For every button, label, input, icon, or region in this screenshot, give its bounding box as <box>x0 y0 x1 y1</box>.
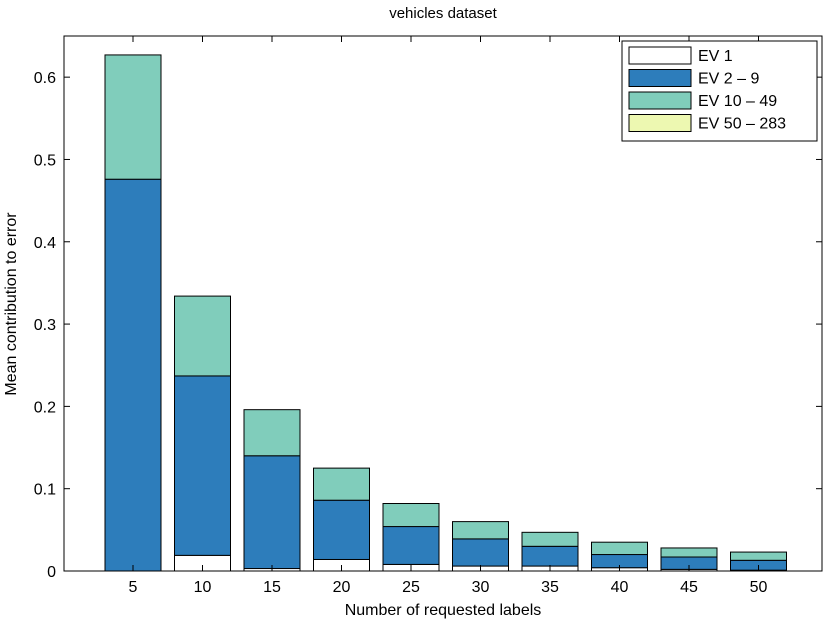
bar-20-series-3 <box>313 467 370 501</box>
x-tick-label: 20 <box>333 579 351 596</box>
legend-label: EV 2 – 9 <box>698 71 759 88</box>
bar-35-series-2 <box>521 545 579 567</box>
axes-frame <box>63 35 823 572</box>
bar-25-series-2 <box>382 526 440 565</box>
bar-20-series-2 <box>313 499 370 560</box>
x-tick-label: 10 <box>194 579 212 596</box>
y-tick-label: 0.1 <box>34 482 56 499</box>
x-tick-label: 35 <box>541 579 559 596</box>
x-tick-label: 25 <box>402 579 420 596</box>
bar-5-series-2 <box>104 178 162 572</box>
y-tick-label: 0.4 <box>34 235 56 252</box>
y-axis-label: Mean contribution to error <box>3 212 20 396</box>
legend-label: EV 10 – 49 <box>698 93 777 110</box>
bar-35-series-3 <box>521 531 579 547</box>
bar-45-series-3 <box>660 547 718 558</box>
bar-50-series-3 <box>730 551 787 561</box>
legend-swatch <box>628 114 692 132</box>
chart-title: vehicles dataset <box>389 5 497 22</box>
bar-5-series-3 <box>104 54 162 180</box>
bar-40-series-3 <box>591 541 648 556</box>
bar-25-series-3 <box>382 503 440 528</box>
y-tick-label: 0.2 <box>34 399 56 416</box>
x-tick-label: 5 <box>129 579 138 596</box>
bar-15-series-3 <box>243 409 301 457</box>
x-tick-label: 15 <box>263 579 281 596</box>
x-tick-label: 45 <box>680 579 698 596</box>
y-axis: 0 0.1 0.2 0.3 0.4 0.5 0.6 <box>34 70 822 581</box>
bar-30-series-3 <box>452 521 509 540</box>
legend-label: EV 1 <box>698 48 733 65</box>
legend-swatch <box>628 69 692 87</box>
legend-label: EV 50 – 283 <box>698 116 786 133</box>
bar-30-series-2 <box>452 538 509 567</box>
x-axis: 5 10 15 20 25 30 35 40 45 50 <box>129 36 768 596</box>
legend-swatch <box>628 91 692 110</box>
bar-15-series-2 <box>243 455 301 570</box>
y-tick-label: 0.5 <box>34 152 56 169</box>
x-tick-label: 40 <box>611 579 629 596</box>
x-tick-label: 50 <box>750 579 768 596</box>
legend-swatch <box>628 46 692 65</box>
bar-10-series-3 <box>174 295 231 377</box>
legend: EV 1 EV 2 – 9 EV 10 – 49 EV 50 – 283 <box>621 40 818 142</box>
y-tick-label: 0 <box>47 564 56 581</box>
y-tick-label: 0.3 <box>34 317 56 334</box>
x-tick-label: 30 <box>472 579 490 596</box>
x-axis-label: Number of requested labels <box>345 602 542 619</box>
bar-10-series-2 <box>174 375 231 556</box>
y-tick-label: 0.6 <box>34 70 56 87</box>
